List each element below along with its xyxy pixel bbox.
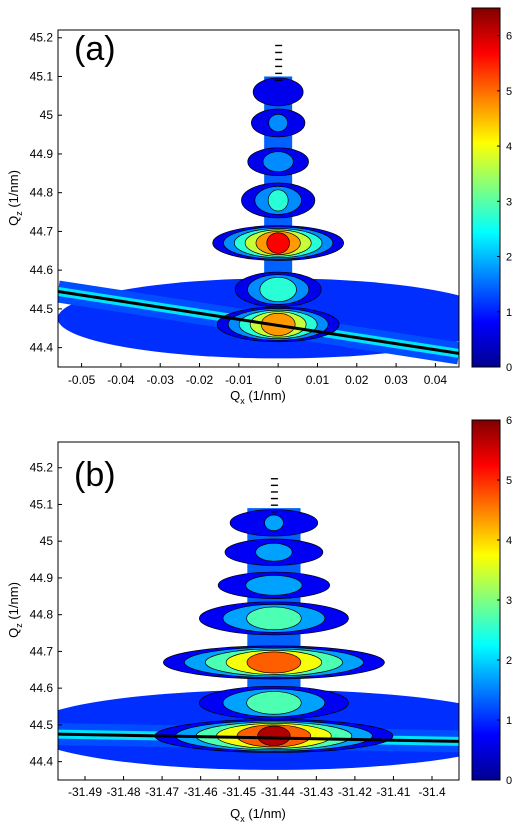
colorbar-tick-label: 5 [506,86,512,98]
heatmap-b [58,478,459,770]
x-tick-label: -0.01 [225,373,253,387]
panel-b: -31.49 -31.48 -31.47 -31.46 -31.45 -31.44 -31.… [6,415,512,824]
peak-contour [268,113,288,133]
x-tick-label: -0.03 [147,373,175,387]
streak-line [58,732,459,743]
peak-contour [264,514,284,531]
x-tick-label: -31.4 [418,785,446,799]
y-tick-label: 44.9 [30,147,54,161]
peak-contour [266,232,290,254]
colorbar-tick-label: 1 [506,307,512,319]
x-tick-label: -31.41 [376,785,410,799]
panel-label-b: (b) [74,456,116,494]
y-tick-label: 44.4 [30,755,54,769]
x-tick-label: -31.43 [299,785,333,799]
peak-contour [246,691,302,715]
heatmap-a [58,44,459,365]
y-tick-label: 44.6 [30,263,54,277]
peak-contour [245,575,303,596]
x-tick-label: -31.42 [338,785,372,799]
streak-line [58,289,459,355]
x-tick-label: -31.44 [261,785,295,799]
y-tick-label: 44.7 [30,644,54,658]
peak-contour [252,77,304,107]
y-tick-label: 45.1 [30,497,54,511]
y-tick-label: 44.7 [30,224,54,238]
y-tick-label: 44.5 [30,302,54,316]
x-tick-label: 0.01 [306,373,330,387]
y-axis-label-b: Qz (1/nm) [6,582,24,638]
panel-a: -0.05 -0.04 -0.03 -0.02 -0.01 0 0.01 0.02 0.03 0.… [6,7,512,406]
y-tick-label: 44.8 [30,608,54,622]
peak-contour [259,276,297,303]
colorbar-b [471,419,501,781]
colorbar-tick-label: 4 [506,535,512,547]
x-axis-label-a: Qx (1/nm) [230,388,286,406]
y-axis-label-a: Qz (1/nm) [6,170,24,226]
y-tick-label: 44.9 [30,571,54,585]
plot-frame-a [57,29,460,368]
x-tick-label: 0.02 [345,373,369,387]
x-tick-label: -31.47 [145,785,179,799]
colorbar-tick-label: 2 [506,252,512,264]
colorbar-tick-label: 6 [506,31,512,43]
peak-contour [267,189,289,212]
x-tick-label: -31.46 [184,785,218,799]
x-tick-label: -0.05 [68,373,96,387]
y-tick-label: 44.8 [30,186,54,200]
y-tick-label: 44.5 [30,718,54,732]
x-tick-label: -31.45 [222,785,256,799]
y-tick-label: 45.2 [30,31,54,45]
colorbar-tick-label: 4 [506,141,512,153]
y-tick-label: 45.1 [30,69,54,83]
plot-frame-b [57,441,460,781]
colorbar-tick-label: 0 [506,362,512,374]
colorbar-tick-label: 3 [506,196,512,208]
colorbar-a [471,7,501,368]
x-tick-label: 0 [275,373,282,387]
y-tick-label: 44.6 [30,681,54,695]
x-tick-label: -0.02 [186,373,214,387]
colorbar-ticks-a: 0 1 2 3 4 5 6 [497,31,512,374]
x-tick-label: 0.03 [384,373,408,387]
y-tick-label: 44.4 [30,341,54,355]
colorbar-tick-label: 0 [506,775,512,787]
y-tick-label: 45 [40,534,54,548]
peak-contour [246,651,302,674]
colorbar-tick-label: 6 [506,415,512,427]
colorbar-tick-label: 5 [506,475,512,487]
x-axis-label-b: Qx (1/nm) [230,806,286,824]
x-tick-label: 0.04 [424,373,448,387]
colorbar-ticks-b: 0 1 2 3 4 5 6 [497,415,512,787]
panel-label-a: (a) [74,30,116,68]
x-ticks-b: -31.49 -31.48 -31.47 -31.46 -31.45 -31.44 -31.… [68,776,446,799]
peak-contour [257,725,291,747]
y-ticks-b: 44.4 44.5 44.6 44.7 44.8 44.9 45 45.1 45.2 [30,461,62,769]
colorbar-tick-label: 2 [506,655,512,667]
peak-contour [262,151,294,173]
peak-contour [255,542,293,562]
y-tick-label: 45.2 [30,461,54,475]
x-ticks-a: -0.05 -0.04 -0.03 -0.02 -0.01 0 0.01 0.02 0.03 0.… [68,363,448,387]
colorbar-tick-label: 1 [506,715,512,727]
colorbar-tick-label: 3 [506,595,512,607]
y-ticks-a: 44.4 44.5 44.6 44.7 44.8 44.9 45 45.1 45.2 [30,31,62,355]
x-tick-label: -31.49 [68,785,102,799]
x-tick-label: -31.48 [107,785,141,799]
x-tick-label: -0.04 [107,373,135,387]
peak-contour [246,606,302,631]
y-tick-label: 45 [40,108,54,122]
